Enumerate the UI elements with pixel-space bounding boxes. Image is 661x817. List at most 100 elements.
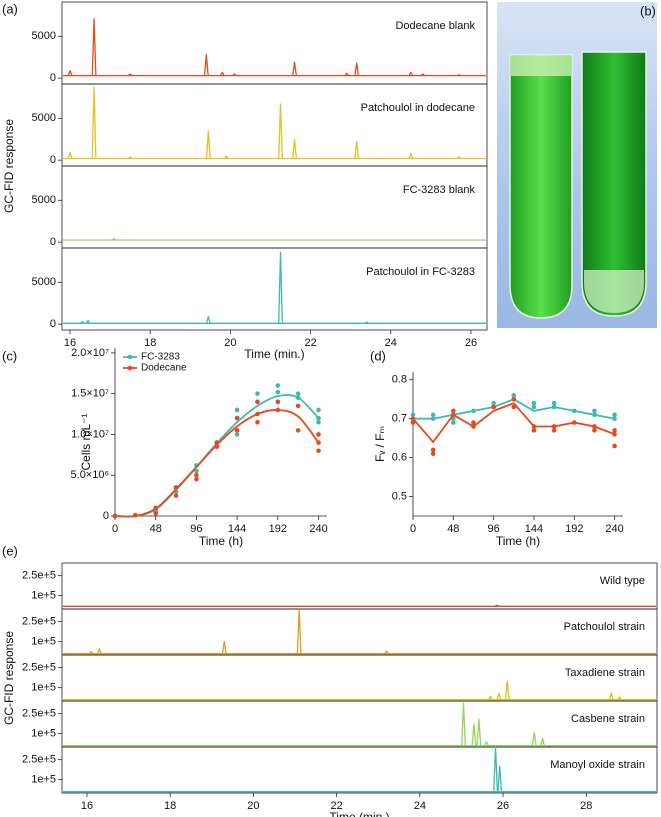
data-point bbox=[316, 440, 321, 445]
data-point bbox=[214, 444, 220, 449]
y-tick-label: 0 bbox=[50, 72, 56, 84]
mean-line bbox=[412, 402, 615, 444]
peak bbox=[493, 746, 499, 792]
data-point bbox=[612, 412, 617, 418]
trace-label: Taxadiene strain bbox=[565, 667, 645, 679]
peak bbox=[408, 152, 414, 159]
data-point bbox=[551, 400, 557, 406]
legend-marker bbox=[127, 354, 133, 360]
y-tick-label: 5.0×10⁶ bbox=[71, 469, 109, 481]
data-point bbox=[592, 424, 597, 429]
x-tick-label: 20 bbox=[224, 337, 236, 349]
data-point bbox=[214, 440, 220, 445]
x-axis-label: Time (min.) bbox=[244, 347, 304, 361]
data-point bbox=[112, 513, 118, 519]
peak bbox=[456, 74, 462, 77]
data-point bbox=[234, 407, 240, 413]
data-point bbox=[592, 428, 597, 433]
trace-label: Patchoulol in FC-3283 bbox=[366, 266, 475, 278]
y-tick-label: 2.5e+5 bbox=[22, 662, 56, 674]
peak bbox=[127, 73, 133, 77]
peak bbox=[88, 651, 94, 655]
data-point bbox=[612, 431, 617, 437]
data-point bbox=[410, 412, 416, 418]
data-point bbox=[612, 443, 617, 449]
data-point bbox=[511, 404, 517, 410]
x-tick-label: 24 bbox=[414, 800, 426, 812]
data-point bbox=[491, 400, 496, 406]
data-point bbox=[430, 451, 436, 457]
y-tick-label: 0 bbox=[50, 318, 56, 330]
data-point bbox=[316, 407, 321, 413]
x-axis-label: Time (min.) bbox=[329, 810, 389, 817]
peak bbox=[79, 320, 85, 324]
peak bbox=[540, 737, 546, 746]
data-point bbox=[430, 447, 436, 453]
data-point bbox=[612, 416, 617, 422]
data-point bbox=[194, 472, 199, 478]
panel-label: (b) bbox=[640, 3, 656, 18]
data-point bbox=[471, 420, 476, 425]
data-point bbox=[316, 448, 321, 454]
data-point bbox=[153, 505, 159, 511]
peak bbox=[278, 251, 283, 324]
x-tick-label: 18 bbox=[164, 800, 176, 812]
peak bbox=[205, 315, 211, 324]
data-point bbox=[511, 396, 517, 402]
x-tick-label: 144 bbox=[228, 523, 246, 535]
data-point bbox=[551, 428, 557, 433]
legend-marker bbox=[127, 365, 133, 371]
y-tick-label: 5000 bbox=[32, 112, 56, 124]
data-point bbox=[255, 399, 260, 405]
y-tick-label: 2.5e+5 bbox=[22, 570, 56, 582]
data-point bbox=[295, 428, 301, 433]
data-point bbox=[551, 404, 557, 410]
peak bbox=[531, 731, 537, 746]
data-point bbox=[295, 403, 301, 409]
data-point bbox=[255, 411, 260, 417]
peak bbox=[91, 86, 97, 159]
test-tube bbox=[509, 54, 573, 319]
peak bbox=[221, 641, 227, 654]
peak bbox=[494, 604, 499, 607]
x-tick-label: 48 bbox=[150, 523, 162, 535]
test-tube bbox=[581, 51, 647, 317]
y-tick-label: 1.5×10⁷ bbox=[71, 388, 109, 400]
peak bbox=[232, 73, 237, 77]
data-point bbox=[451, 408, 456, 414]
subplot-frame bbox=[61, 247, 488, 331]
peak bbox=[364, 321, 369, 324]
peak bbox=[111, 237, 117, 241]
y-tick-label: 1.0×10⁷ bbox=[71, 428, 109, 440]
x-axis-label: Time (h) bbox=[199, 534, 243, 548]
peak bbox=[354, 141, 360, 159]
y-tick-label: 5000 bbox=[32, 194, 56, 206]
data-point bbox=[275, 407, 281, 413]
peak bbox=[97, 648, 102, 654]
x-tick-label: 192 bbox=[565, 523, 583, 535]
subplot-frame bbox=[61, 746, 658, 794]
peak bbox=[354, 62, 360, 76]
peak bbox=[220, 71, 225, 76]
data-point bbox=[153, 511, 159, 516]
peak bbox=[461, 702, 466, 746]
peak bbox=[91, 18, 97, 76]
x-tick-label: 16 bbox=[81, 800, 93, 812]
peak bbox=[476, 718, 482, 746]
data-point bbox=[255, 419, 260, 425]
peak bbox=[292, 138, 297, 159]
panel-label: (c) bbox=[2, 348, 17, 363]
data-point bbox=[430, 416, 436, 422]
data-point bbox=[531, 424, 537, 429]
subplot-frame bbox=[61, 83, 488, 167]
peak bbox=[488, 695, 493, 700]
data-point bbox=[133, 512, 138, 518]
peak bbox=[292, 61, 297, 76]
x-tick-label: 20 bbox=[247, 800, 259, 812]
data-point bbox=[234, 432, 240, 437]
data-point bbox=[275, 399, 281, 405]
data-point bbox=[592, 412, 597, 418]
peak bbox=[203, 54, 209, 76]
subplot-frame bbox=[61, 1, 488, 85]
peak bbox=[471, 723, 477, 746]
